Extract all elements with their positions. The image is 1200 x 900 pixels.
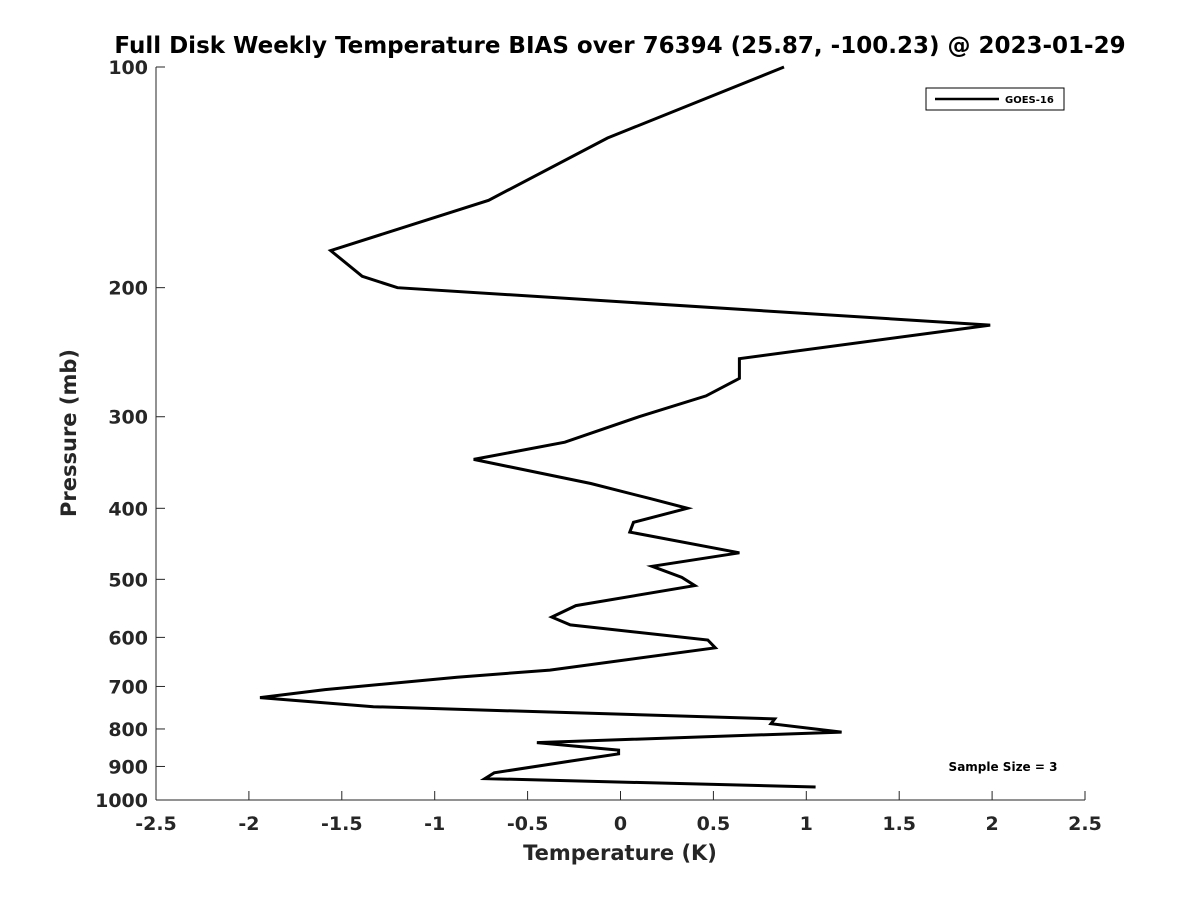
series-line-goes-16	[259, 65, 991, 789]
sample-size-annotation: Sample Size = 3	[949, 760, 1058, 774]
y-axis-ticks: 100 200 300 400 500 600 700 800 900 1000	[95, 57, 165, 812]
y-tick-label: 800	[108, 719, 148, 741]
x-tick-label: 2	[985, 813, 998, 835]
legend-label-goes-16: GOES-16	[1005, 95, 1054, 106]
chart-title: Full Disk Weekly Temperature BIAS over 7…	[114, 33, 1125, 59]
x-tick-label: 2.5	[1068, 813, 1102, 835]
y-tick-label: 100	[108, 57, 148, 79]
x-tick-label: -2.5	[135, 813, 177, 835]
y-axis-label: Pressure (mb)	[57, 349, 81, 517]
x-tick-label: -0.5	[507, 813, 549, 835]
x-tick-label: -1.5	[321, 813, 363, 835]
x-tick-label: -1	[424, 813, 445, 835]
x-tick-label: 0.5	[697, 813, 731, 835]
y-tick-label: 200	[108, 278, 148, 300]
y-tick-label: 1000	[95, 790, 148, 812]
x-tick-label: -2	[238, 813, 259, 835]
y-tick-label: 900	[108, 756, 148, 778]
y-tick-label: 700	[108, 676, 148, 698]
x-tick-label: 1.5	[882, 813, 916, 835]
y-tick-label: 500	[108, 569, 148, 591]
y-tick-label: 600	[108, 627, 148, 649]
x-tick-label: 0	[614, 813, 627, 835]
legend: GOES-16	[925, 87, 1065, 111]
x-axis-label: Temperature (K)	[523, 841, 717, 865]
y-tick-label: 400	[108, 498, 148, 520]
x-axis-ticks: -2.5 -2 -1.5 -1 -0.5 0 0.5 1 1.5 2 2.5	[135, 791, 1102, 835]
series-layer	[259, 65, 991, 789]
y-tick-label: 300	[108, 407, 148, 429]
x-tick-label: 1	[800, 813, 813, 835]
plot-axes	[155, 67, 1085, 801]
